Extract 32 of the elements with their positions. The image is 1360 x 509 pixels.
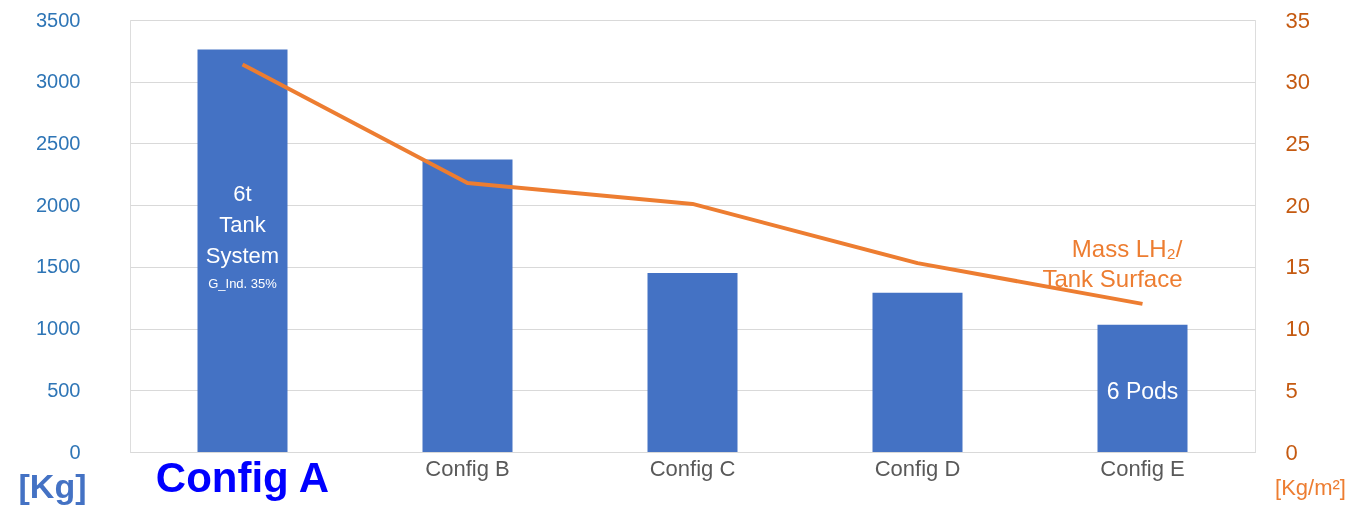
annotation: 6t Tank System — [205, 181, 280, 268]
y-tick-label: 1000 — [36, 317, 81, 340]
y2-tick-label: 35 — [1285, 7, 1310, 33]
y-tick-label: 0 — [69, 440, 81, 463]
y2-tick-label: 15 — [1285, 254, 1310, 280]
y2-tick-label: 25 — [1285, 130, 1310, 156]
y2-axis-title: [Kg/m²] — [1275, 474, 1346, 500]
y-tick-label: 1500 — [36, 255, 81, 278]
y2-tick-label: 5 — [1285, 377, 1298, 403]
bar — [1097, 324, 1188, 452]
y-tick-label: 500 — [47, 378, 81, 401]
bar — [647, 273, 738, 452]
y-tick-label: 3000 — [36, 70, 81, 93]
x-tick-label: Config D — [874, 455, 961, 481]
x-tick-label: Config B — [425, 455, 510, 481]
series-label: Mass LH₂/ Tank Surface — [1042, 234, 1183, 292]
bar — [197, 49, 288, 452]
annotation: 6 Pods — [1106, 378, 1179, 404]
y2-tick-label: 10 — [1285, 316, 1310, 342]
annotation: G_Ind. 35% — [208, 276, 278, 291]
x-tick-label: Config A — [155, 453, 330, 501]
y2-tick-label: 30 — [1285, 69, 1310, 95]
y-axis-title: [Kg] — [18, 466, 87, 505]
bar — [422, 159, 513, 452]
x-tick-label: Config E — [1100, 455, 1185, 481]
y2-tick-label: 20 — [1285, 192, 1310, 218]
bar — [872, 292, 963, 452]
y2-tick-label: 0 — [1285, 439, 1298, 465]
y-tick-label: 3500 — [36, 8, 81, 31]
y-tick-label: 2500 — [36, 131, 81, 154]
x-tick-label: Config C — [649, 455, 736, 481]
y-tick-label: 2000 — [36, 193, 81, 216]
